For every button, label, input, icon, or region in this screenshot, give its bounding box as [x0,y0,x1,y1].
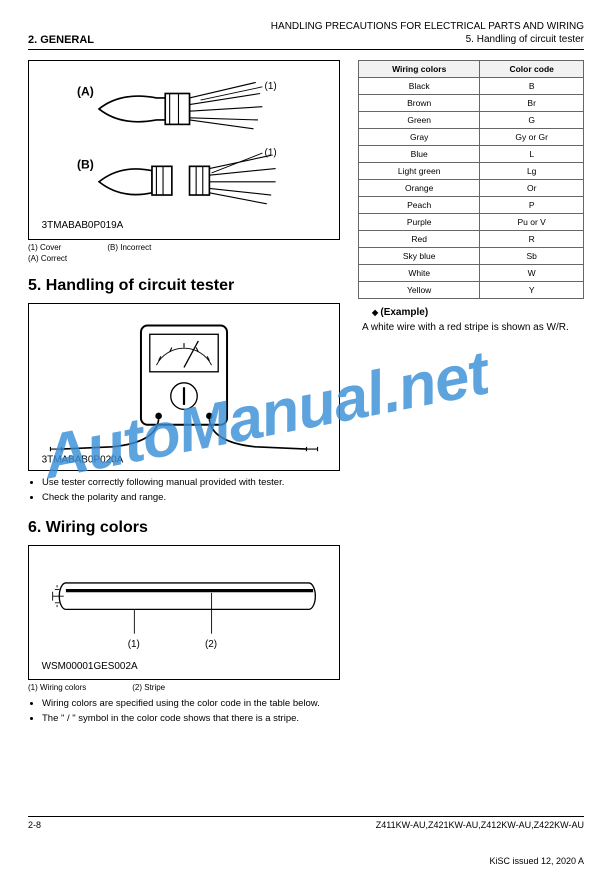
section6-bullet2: The " / " symbol in the color code shows… [42,713,340,726]
tester-diagram-svg: 3TMABAB0P020A [35,310,333,465]
table-row: WhiteW [359,265,584,282]
svg-text:(1): (1) [128,639,140,650]
wiring-color-table: Wiring colors Color code BlackB BrownBr … [358,60,584,299]
figure3-caption-row: (1) Wiring colors (2) Stripe [28,683,340,692]
svg-text:WSM00001GES002A: WSM00001GES002A [42,661,138,672]
fig1-cap-correct: (A) Correct [28,254,67,263]
section6-bullets: Wiring colors are specified using the co… [28,698,340,726]
content-columns: (A) (1) (B) (1) [28,60,584,728]
example-heading: (Example) [372,307,584,318]
section6-bullet1: Wiring colors are specified using the co… [42,698,340,711]
section5-bullets: Use tester correctly following manual pr… [28,477,340,505]
table-row: GreenG [359,112,584,129]
section5-bullet2: Check the polarity and range. [42,492,340,505]
table-header-code: Color code [480,61,584,78]
figure1-caption-row2: (A) Correct [28,254,340,263]
fig3-cap2: (2) Stripe [132,683,165,692]
table-row: BlackB [359,78,584,95]
svg-text:(2): (2) [205,639,217,650]
table-row: YellowY [359,282,584,299]
table-row: PeachP [359,197,584,214]
svg-text:3TMABAB0P019A: 3TMABAB0P019A [42,220,124,231]
example-text: A white wire with a red stripe is shown … [362,322,584,333]
header-line2: 5. Handling of circuit tester [271,33,584,46]
connector-diagram-svg: (A) (1) (B) (1) [35,67,333,233]
table-row: OrangeOr [359,180,584,197]
table-body: BlackB BrownBr GreenG GrayGy or Gr BlueL… [359,78,584,299]
table-row: Light greenLg [359,163,584,180]
right-column: Wiring colors Color code BlackB BrownBr … [358,60,584,728]
table-row: BlueL [359,146,584,163]
figure-wire: (1) (2) WSM00001GES002A [28,545,340,680]
svg-text:(A): (A) [77,85,94,99]
fig1-cap-incorrect: (B) Incorrect [107,243,151,252]
header-title-block: HANDLING PRECAUTIONS FOR ELECTRICAL PART… [271,20,584,46]
header-line1: HANDLING PRECAUTIONS FOR ELECTRICAL PART… [271,20,584,33]
section5-bullet1: Use tester correctly following manual pr… [42,477,340,490]
footer-bar: 2-8 Z411KW-AU,Z421KW-AU,Z412KW-AU,Z422KW… [28,816,584,830]
table-row: GrayGy or Gr [359,129,584,146]
table-row: Sky blueSb [359,248,584,265]
svg-text:(1): (1) [265,81,277,92]
page-header: 2. GENERAL HANDLING PRECAUTIONS FOR ELEC… [28,20,584,50]
model-list: Z411KW-AU,Z421KW-AU,Z412KW-AU,Z422KW-AU [376,820,584,830]
fig1-cap-cover: (1) Cover [28,243,61,252]
header-section: 2. GENERAL [28,34,94,46]
svg-text:3TMABAB0P020A: 3TMABAB0P020A [42,454,124,464]
table-header-colors: Wiring colors [359,61,480,78]
svg-text:(B): (B) [77,158,94,172]
fig3-cap1: (1) Wiring colors [28,683,86,692]
section5-title: 5. Handling of circuit tester [28,277,340,295]
svg-text:(1): (1) [265,147,277,158]
section6-title: 6. Wiring colors [28,519,340,537]
table-row: BrownBr [359,95,584,112]
figure-connectors: (A) (1) (B) (1) [28,60,340,240]
page-number: 2-8 [28,820,41,830]
left-column: (A) (1) (B) (1) [28,60,340,728]
wire-diagram-svg: (1) (2) WSM00001GES002A [35,552,333,673]
table-row: RedR [359,231,584,248]
table-row: PurplePu or V [359,214,584,231]
issue-note: KiSC issued 12, 2020 A [489,856,584,866]
figure1-caption-row1: (1) Cover (B) Incorrect [28,243,340,252]
figure-tester: 3TMABAB0P020A [28,303,340,472]
